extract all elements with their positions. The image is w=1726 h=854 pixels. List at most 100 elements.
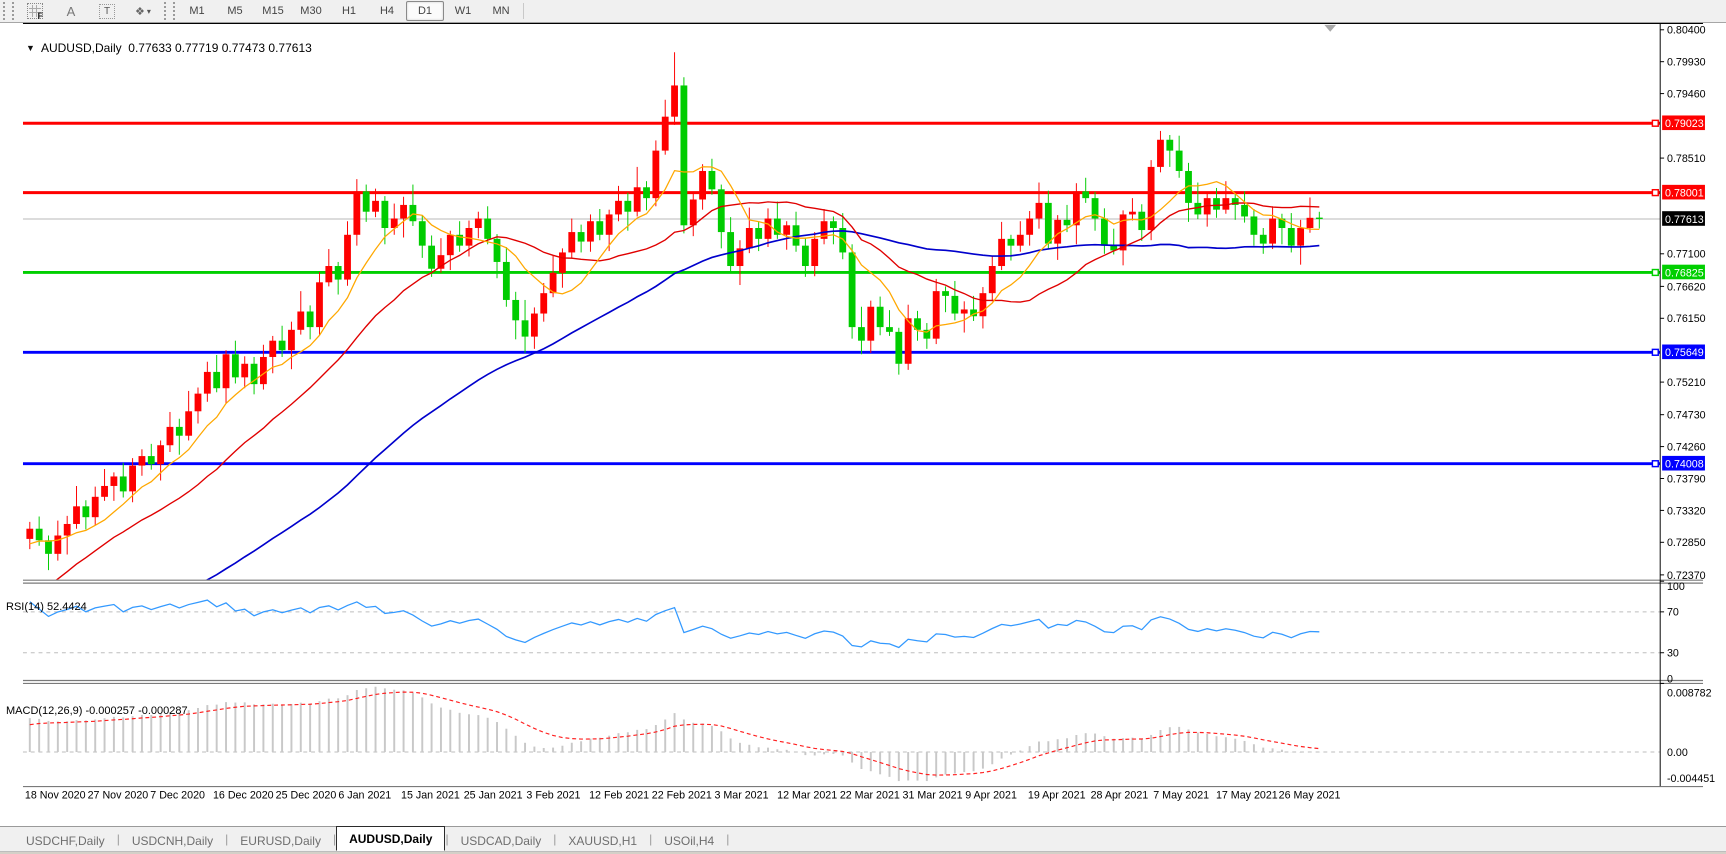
candle-body [1278, 218, 1286, 229]
candle-body [801, 245, 809, 267]
collapse-triangle-icon[interactable]: ▼ [26, 43, 35, 53]
candle-body [605, 214, 613, 235]
date-axis-label: 28 Apr 2021 [1091, 790, 1149, 802]
price-tick-label: 0.77100 [1667, 249, 1706, 261]
rsi-line [29, 599, 1320, 649]
candle-body [260, 356, 267, 385]
tab-divider: | [726, 832, 730, 846]
candle-body [185, 411, 193, 436]
timeframe-m30-button[interactable]: M30 [300, 5, 322, 17]
level-anchor-square[interactable] [1651, 188, 1659, 197]
symbol-tab-usdchf-daily[interactable]: USDCHF,Daily [26, 833, 105, 848]
ma-slow-line [205, 230, 1320, 580]
letter-t-icon: T [99, 3, 115, 19]
candle-body [1054, 219, 1062, 244]
candle-body [811, 238, 819, 267]
candle-body [278, 340, 286, 351]
candle-body [886, 327, 893, 332]
candle-body [175, 426, 183, 436]
candle-body [624, 200, 632, 212]
candle-body [942, 291, 949, 296]
candle-body [661, 116, 669, 151]
date-axis-label: 18 Nov 2020 [25, 790, 86, 802]
candle-body [101, 485, 108, 497]
chart-area[interactable]: 0.80400 0.79930 0.79460 0.78510 0.77100 0.766… [0, 22, 1726, 826]
indicators-button[interactable]: F [17, 1, 53, 21]
timeframe-h4-button[interactable]: H4 [379, 5, 395, 17]
candle-body [437, 255, 445, 269]
candle-body [428, 245, 436, 269]
price-tick-label: 0.79930 [1667, 57, 1706, 69]
text-annotation-button[interactable]: A [53, 1, 89, 21]
candle-body [1231, 198, 1239, 205]
tab-divider: | [553, 832, 557, 846]
symbol-tab-eurusd-daily[interactable]: EURUSD,Daily [240, 833, 321, 848]
candle-body [680, 85, 688, 226]
candle-body [1044, 202, 1052, 244]
price-chart-canvas[interactable]: 0.80400 0.79930 0.79460 0.78510 0.77100 0.766… [0, 22, 1726, 826]
candle-body [73, 506, 80, 524]
candle-body [465, 228, 473, 246]
candle-body [792, 225, 800, 246]
candle-body [512, 299, 520, 321]
timeframe-mn-button[interactable]: MN [492, 5, 510, 17]
chart-shift-marker-icon[interactable] [1324, 24, 1337, 32]
candle-body [269, 340, 277, 357]
timeframe-m15-button[interactable]: M15 [262, 5, 284, 17]
timeframe-m1-button[interactable]: M1 [189, 5, 205, 17]
tab-divider: | [116, 832, 120, 846]
toolbar-grip[interactable] [3, 2, 14, 20]
date-axis-label: 27 Nov 2020 [88, 790, 149, 802]
chevron-down-icon: ▾ [146, 6, 151, 16]
candle-body [633, 187, 641, 212]
candle-body [755, 228, 763, 239]
candle-body [1072, 191, 1080, 226]
date-axis-label: 7 May 2021 [1153, 790, 1209, 802]
candle-body [1250, 216, 1258, 235]
candle-body [1222, 198, 1230, 210]
timeframe-w1-button[interactable]: W1 [454, 5, 472, 17]
toolbar-grip[interactable] [164, 2, 175, 20]
price-level-box-label: 0.75649 [1665, 347, 1704, 359]
date-axis-label: 17 May 2021 [1216, 790, 1278, 802]
date-axis-label: 22 Feb 2021 [652, 790, 712, 802]
date-axis-label: 7 Dec 2020 [150, 790, 205, 802]
text-box-button[interactable]: T [89, 1, 125, 21]
symbol-tab-usdcnh-daily[interactable]: USDCNH,Daily [131, 833, 214, 848]
candle-body [773, 218, 781, 235]
candle-body [867, 306, 875, 341]
timeframe-m5-button[interactable]: M5 [227, 5, 243, 17]
candle-body [1082, 191, 1090, 199]
price-level-box [1662, 344, 1705, 360]
level-anchor-square[interactable] [1651, 268, 1659, 277]
candle-body [203, 371, 211, 394]
symbol-tab-audusd-daily[interactable]: AUDUSD,Daily [336, 826, 446, 851]
candle-body [484, 218, 492, 239]
symbol-tab-xauusd-h1[interactable]: XAUUSD,H1 [568, 833, 638, 848]
candle-body [876, 306, 884, 328]
candle-body [1297, 228, 1305, 246]
level-anchor-square[interactable] [1651, 119, 1659, 127]
cycle-diamond-icon: ❖ [135, 5, 145, 18]
level-anchor-square[interactable] [1651, 460, 1659, 468]
candle-body [1147, 166, 1155, 231]
date-axis-label: 12 Mar 2021 [777, 790, 837, 802]
objects-cycle-button[interactable]: ❖ ▾ [125, 1, 161, 21]
price-tick-label: 0.72370 [1667, 570, 1706, 582]
candle-body [54, 535, 62, 554]
candle-body [334, 266, 342, 280]
level-anchor-square[interactable] [1651, 348, 1659, 356]
symbol-tab-usdcad-daily[interactable]: USDCAD,Daily [460, 833, 542, 848]
timeframe-d1-button[interactable]: D1 [406, 1, 444, 21]
price-tick-label: 0.74730 [1667, 410, 1706, 422]
candle-body [325, 266, 333, 283]
candle-body [456, 234, 464, 246]
candle-body [764, 218, 772, 239]
candle-body [858, 327, 865, 341]
status-strip [0, 851, 1726, 854]
timeframe-h1-button[interactable]: H1 [341, 5, 357, 17]
symbol-tab-usoil-h4[interactable]: USOil,H4 [664, 833, 715, 848]
candle-body [979, 293, 987, 317]
date-axis-label: 6 Jan 2021 [338, 790, 391, 802]
candle-body [615, 200, 622, 215]
